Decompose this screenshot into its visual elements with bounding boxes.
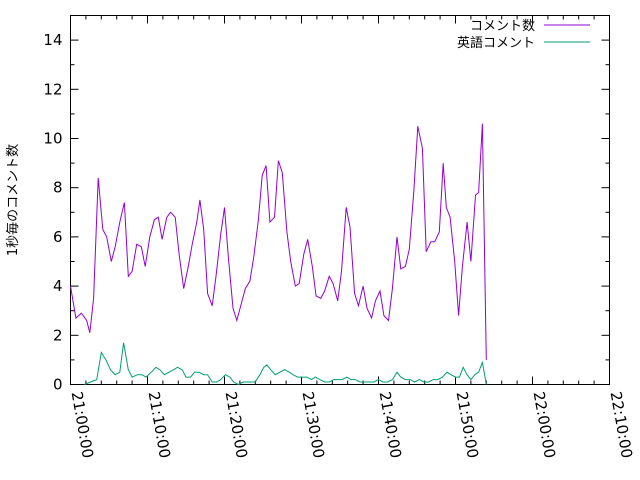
- y-tick-label: 4: [53, 277, 63, 295]
- legend-label: 英語コメント: [457, 35, 535, 51]
- x-axis: 21:00:00 21:10:00 21:20:00 21:30:00 21:40:00…: [68, 15, 636, 460]
- y-tick-label: 0: [53, 376, 63, 394]
- y-axis: 0 2 4 6 8 10 12 14: [43, 15, 610, 394]
- series-line-2: [84, 342, 487, 386]
- y-tick-label: 10: [43, 130, 62, 148]
- plot-frame: [70, 15, 610, 385]
- x-tick-label: 21:10:00: [145, 390, 174, 459]
- y-tick-label: 14: [43, 31, 62, 49]
- legend-label: コメント数: [470, 19, 535, 34]
- y-axis-label: 1秒毎のコメント数: [5, 144, 21, 256]
- x-tick-label: 21:50:00: [453, 390, 482, 459]
- series-line-1: [70, 123, 487, 360]
- y-tick-label: 12: [43, 80, 62, 98]
- x-tick-label: 22:10:00: [607, 390, 636, 459]
- x-tick-label: 22:00:00: [530, 390, 559, 459]
- series-group: [70, 123, 487, 386]
- y-tick-label: 8: [53, 179, 63, 197]
- x-tick-label: 21:20:00: [222, 390, 251, 459]
- y-tick-label: 2: [53, 326, 63, 344]
- x-tick-label: 21:00:00: [68, 390, 97, 459]
- x-tick-label: 21:40:00: [376, 390, 405, 459]
- y-tick-label: 6: [53, 228, 63, 246]
- x-tick-label: 21:30:00: [299, 390, 328, 459]
